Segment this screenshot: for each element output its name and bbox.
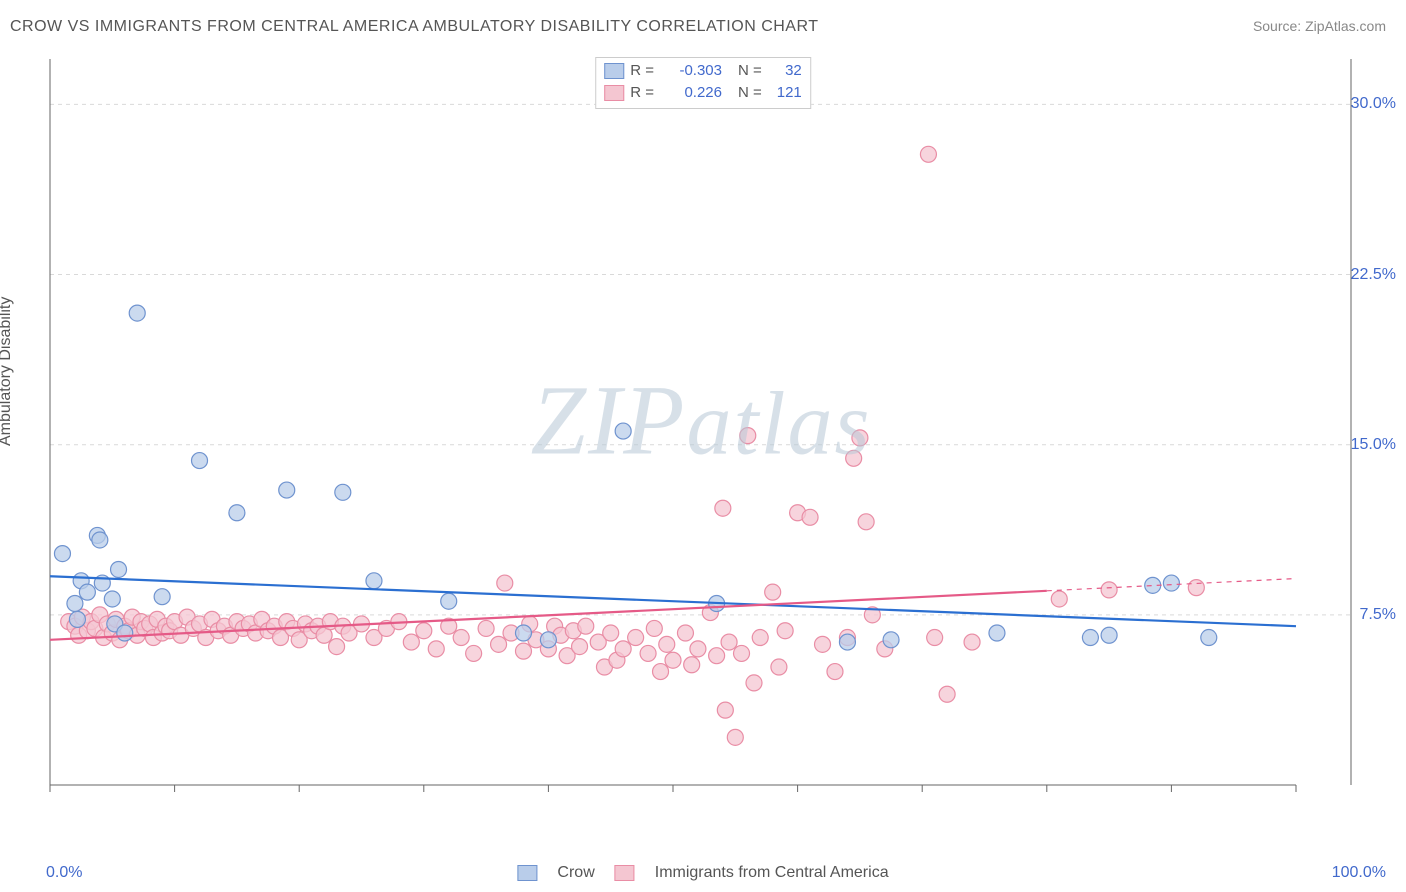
y-axis-tick-label: 7.5% (1360, 606, 1396, 624)
y-axis-tick-label: 22.5% (1351, 266, 1396, 284)
y-axis-tick-label: 15.0% (1351, 436, 1396, 454)
source-name: ZipAtlas.com (1305, 18, 1386, 34)
source-label: Source: (1253, 18, 1305, 34)
n-value-crow: 32 (768, 60, 802, 82)
y-axis-tick-label: 30.0% (1351, 95, 1396, 113)
legend-swatch-immigrants (615, 865, 635, 881)
plot-svg (46, 55, 1356, 815)
legend-row-crow: R = -0.303 N = 32 (604, 60, 802, 82)
legend-label-crow: Crow (557, 864, 594, 882)
swatch-immigrants (604, 85, 624, 101)
source-attribution: Source: ZipAtlas.com (1253, 18, 1386, 34)
legend-swatch-crow (517, 865, 537, 881)
swatch-crow (604, 63, 624, 79)
x-axis-max-label: 100.0% (1332, 864, 1386, 882)
correlation-legend: R = -0.303 N = 32 R = 0.226 N = 121 (595, 57, 811, 109)
chart-title: CROW VS IMMIGRANTS FROM CENTRAL AMERICA … (10, 18, 819, 36)
r-value-crow: -0.303 (662, 60, 722, 82)
x-axis-min-label: 0.0% (46, 864, 82, 882)
y-axis-label: Ambulatory Disability (0, 297, 15, 446)
scatter-plot: ZIPatlas (46, 55, 1356, 815)
legend-row-immigrants: R = 0.226 N = 121 (604, 82, 802, 104)
n-value-immigrants: 121 (768, 82, 802, 104)
series-legend: Crow Immigrants from Central America (517, 864, 888, 882)
legend-label-immigrants: Immigrants from Central America (655, 864, 889, 882)
r-value-immigrants: 0.226 (662, 82, 722, 104)
